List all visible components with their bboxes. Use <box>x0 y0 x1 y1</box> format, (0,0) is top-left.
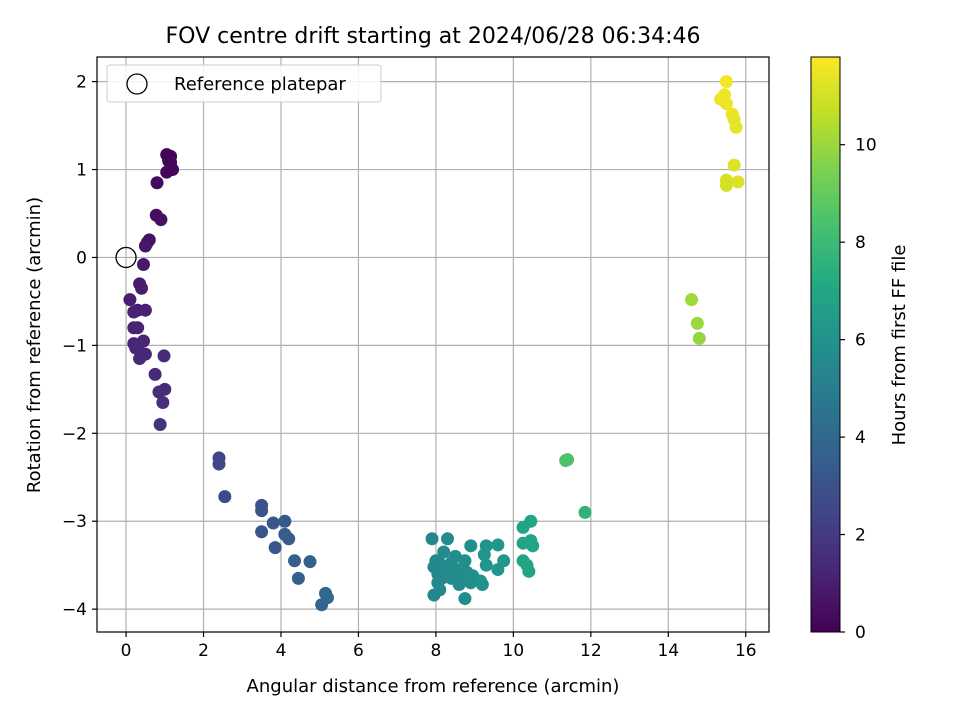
data-point <box>731 175 745 189</box>
data-point <box>458 592 472 606</box>
data-point <box>303 555 317 569</box>
data-point <box>475 578 489 592</box>
data-point <box>127 305 141 319</box>
data-point <box>526 539 540 553</box>
colorbar-tick-label: 2 <box>855 526 866 546</box>
x-axis-label: Angular distance from reference (arcmin) <box>247 676 620 697</box>
data-point <box>685 293 699 307</box>
chart-title: FOV centre drift starting at 2024/06/28 … <box>166 24 701 49</box>
y-axis-label: Rotation from reference (arcmin) <box>24 197 45 493</box>
data-point <box>425 532 439 546</box>
x-tick-label: 2 <box>198 641 209 661</box>
data-point <box>138 239 152 253</box>
data-point <box>491 538 505 552</box>
legend: Reference platepar <box>106 64 382 103</box>
data-point <box>133 352 147 366</box>
data-point <box>452 578 466 592</box>
data-point <box>291 571 305 585</box>
x-tick-label: 6 <box>353 641 364 661</box>
data-point <box>156 396 170 410</box>
data-point <box>491 563 505 577</box>
x-tick-label: 14 <box>657 641 679 661</box>
colorbar-ticks: 0 2 4 6 8 10 <box>840 136 877 643</box>
data-point <box>266 516 280 530</box>
colorbar-tick-label: 4 <box>855 428 866 448</box>
data-point <box>727 158 741 172</box>
data-point <box>441 532 455 546</box>
colorbar: 0 2 4 6 8 10 Hours from first FF file <box>810 56 910 643</box>
x-tick-label: 4 <box>276 641 287 661</box>
data-point <box>729 120 743 134</box>
data-point <box>218 490 232 504</box>
x-tick-label: 8 <box>430 641 441 661</box>
grid <box>97 57 769 632</box>
data-point <box>719 75 733 89</box>
colorbar-label: Hours from first FF file <box>889 245 910 446</box>
data-point <box>255 525 269 539</box>
data-point <box>255 504 269 518</box>
data-point <box>150 176 164 190</box>
data-point <box>315 598 329 612</box>
data-point <box>464 539 478 553</box>
legend-label: Reference platepar <box>174 74 346 95</box>
colorbar-tick-label: 6 <box>855 331 866 351</box>
data-point <box>123 293 137 307</box>
x-tick-label: 10 <box>503 641 525 661</box>
data-point <box>160 165 174 179</box>
data-point <box>268 541 282 555</box>
data-point <box>477 548 491 562</box>
colorbar-tick-label: 10 <box>855 136 877 156</box>
x-axis: 0 2 4 6 8 10 12 14 16 <box>121 632 757 661</box>
data-point <box>131 321 145 335</box>
y-tick-label: −3 <box>62 512 87 532</box>
colorbar-tick-label: 0 <box>855 623 866 643</box>
data-point <box>578 505 592 519</box>
x-tick-label: 0 <box>121 641 132 661</box>
data-point <box>692 331 706 345</box>
data-point <box>437 545 451 559</box>
data-point <box>288 554 302 568</box>
data-point <box>135 281 149 295</box>
plot-area-frame <box>96 56 770 633</box>
legend-box <box>106 64 382 103</box>
x-tick-label: 12 <box>580 641 602 661</box>
colorbar-gradient <box>810 56 841 633</box>
x-tick-label: 16 <box>735 641 757 661</box>
data-point <box>690 316 704 330</box>
colorbar-tick-label: 8 <box>855 233 866 253</box>
data-point <box>516 520 530 534</box>
data-point <box>282 532 296 546</box>
data-point <box>154 213 168 227</box>
reference-platepar-marker <box>115 246 137 269</box>
y-axis: −4 −3 −2 −1 0 1 2 <box>62 73 97 620</box>
data-point <box>278 514 292 528</box>
data-point <box>152 385 166 399</box>
data-point <box>458 554 472 568</box>
data-point <box>719 178 733 192</box>
data-point <box>212 457 226 471</box>
data-point <box>148 367 162 381</box>
y-tick-label: 1 <box>76 161 87 181</box>
y-tick-label: −1 <box>62 336 87 356</box>
y-tick-label: 2 <box>76 73 87 93</box>
data-point <box>427 588 441 602</box>
data-point <box>719 97 733 111</box>
data-point <box>561 453 575 467</box>
data-point <box>479 558 493 572</box>
data-point <box>522 564 536 578</box>
y-tick-label: −4 <box>62 600 87 620</box>
y-tick-label: 0 <box>76 248 87 268</box>
legend-marker-icon <box>126 73 148 95</box>
data-point <box>464 576 478 590</box>
data-point <box>157 349 171 363</box>
y-tick-label: −2 <box>62 424 87 444</box>
data-points <box>115 75 745 612</box>
data-point <box>153 418 167 432</box>
data-point <box>136 257 150 271</box>
data-point <box>138 303 152 317</box>
